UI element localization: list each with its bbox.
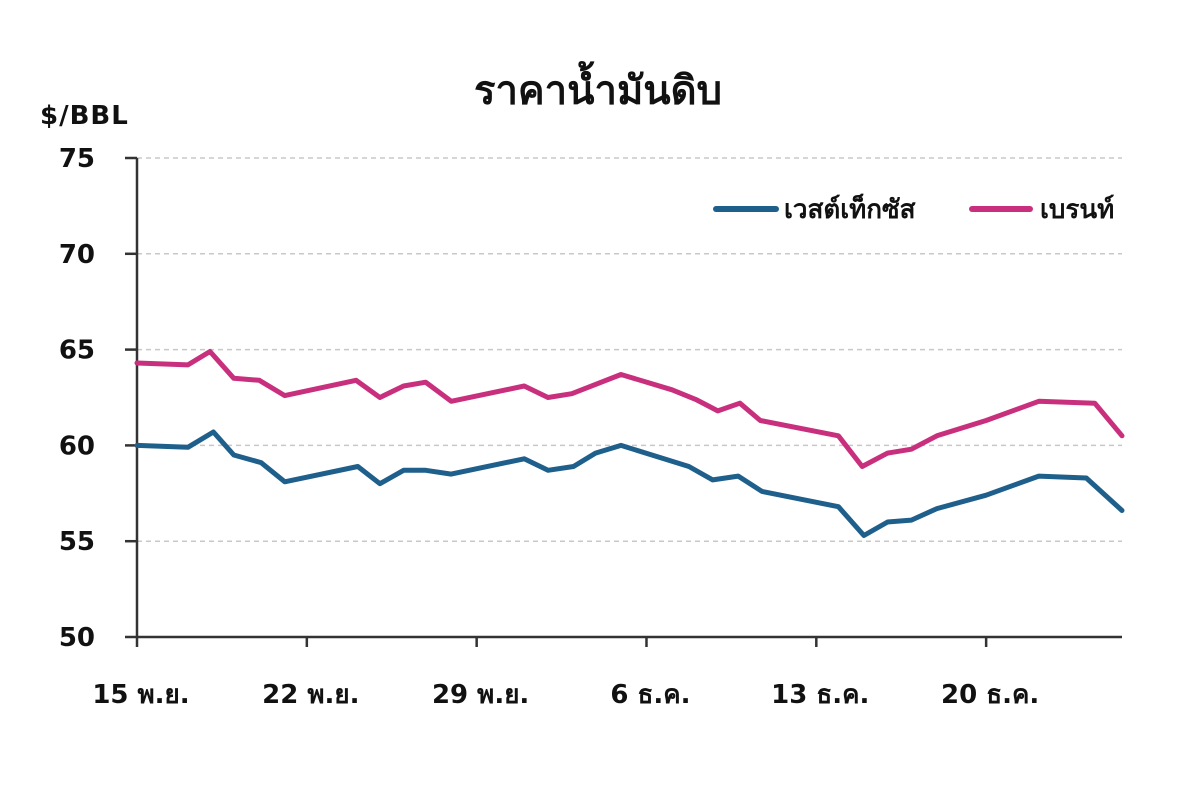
x-tick-label: 22 พ.ย. (262, 680, 359, 710)
y-axis-unit-label: $/BBL (40, 101, 129, 131)
series-line-1 (134, 349, 1125, 469)
series-line-0 (134, 429, 1125, 538)
legend-label-1: เบรนท์ (1040, 194, 1114, 225)
y-axis-ticks: 50 55 60 65 70 75 (59, 144, 137, 653)
x-tick-label: 15 พ.ย. (92, 680, 189, 710)
grid-lines (137, 157, 1122, 542)
x-tick-label: 13 ธ.ค. (771, 680, 869, 710)
y-tick-label: 50 (59, 623, 95, 653)
y-tick-label: 70 (59, 240, 95, 270)
y-tick-label: 60 (59, 431, 95, 461)
series-lines (134, 349, 1125, 538)
x-tick-label: 6 ธ.ค. (610, 680, 690, 710)
legend: เวสต์เท็กซัส เบรนท์ (713, 193, 1114, 225)
y-tick-label: 75 (59, 144, 95, 174)
y-tick-label: 65 (59, 336, 95, 366)
x-axis-ticks: 15 พ.ย. 22 พ.ย. 29 พ.ย. 6 ธ.ค. 13 ธ.ค. 20 ธ.ค… (92, 637, 1039, 710)
axes (135, 158, 1122, 639)
x-tick-label: 29 พ.ย. (432, 680, 529, 710)
y-tick-label: 55 (59, 527, 95, 557)
chart-title: ราคาน้ำมันดิบ (474, 61, 722, 114)
x-tick-label: 20 ธ.ค. (941, 680, 1039, 710)
legend-label-0: เวสต์เท็กซัส (784, 193, 916, 225)
